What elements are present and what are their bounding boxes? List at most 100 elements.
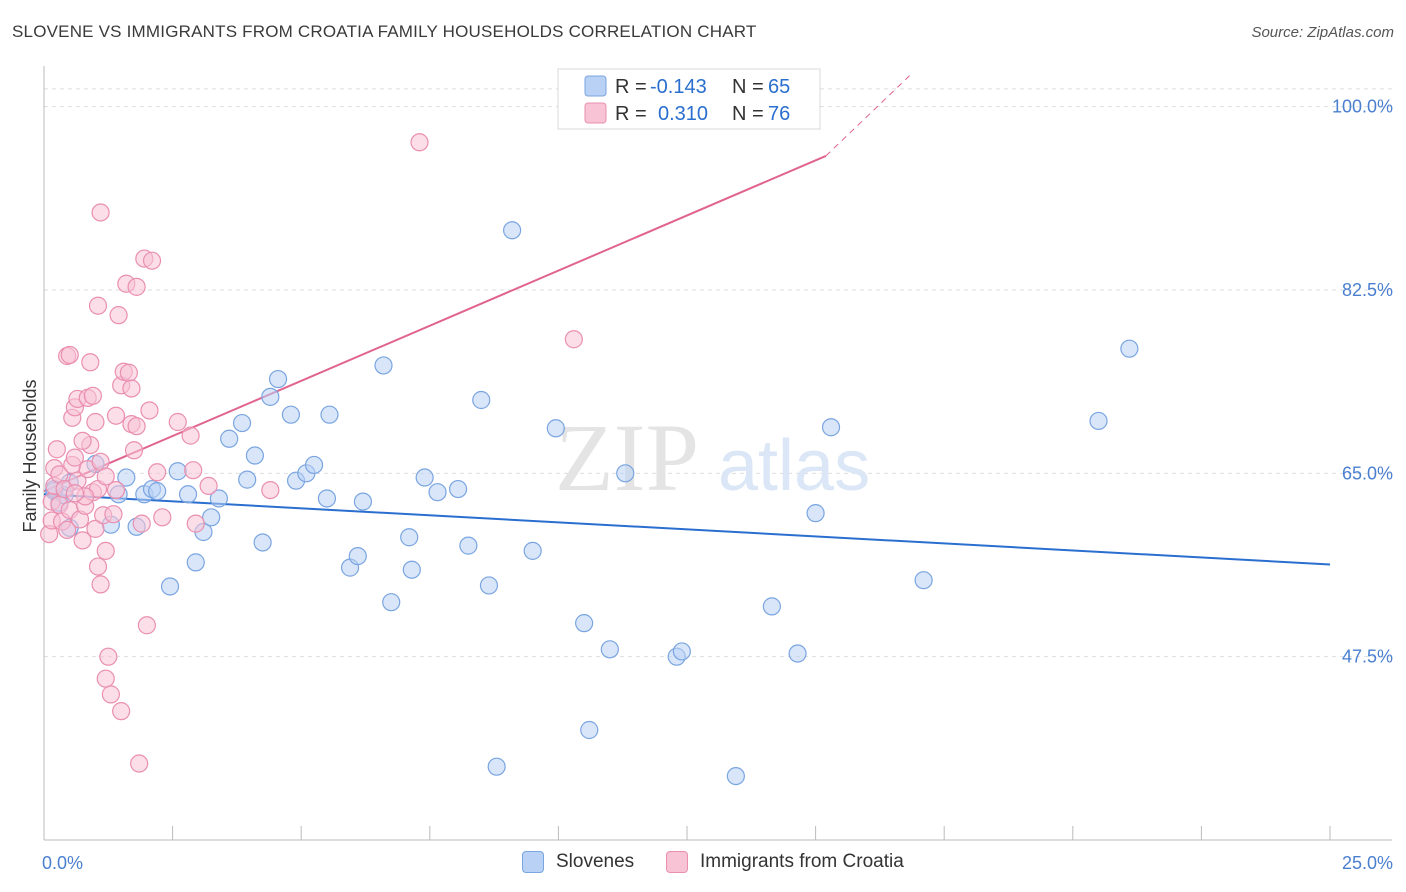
point-croatia <box>153 508 172 527</box>
point-croatia <box>199 476 218 496</box>
point-slovenes <box>238 470 257 489</box>
watermark: ZIP atlas <box>555 404 870 511</box>
point-slovenes <box>914 571 933 590</box>
point-croatia <box>73 531 92 550</box>
legend-swatch-slovenes <box>584 75 607 97</box>
point-croatia <box>184 461 203 480</box>
point-croatia <box>127 417 146 436</box>
legend-n-label-2: N = <box>732 103 764 125</box>
point-slovenes <box>400 528 419 547</box>
trend-lines <box>43 71 1331 566</box>
point-slovenes <box>546 419 565 438</box>
point-croatia <box>130 754 149 773</box>
point-croatia <box>47 440 66 459</box>
point-croatia <box>106 406 126 425</box>
y-tick-label: 100.0% <box>1332 97 1393 117</box>
slovenes-swatch <box>522 851 544 873</box>
point-croatia <box>99 647 118 666</box>
stats-legend: R = -0.143 N = 65 R = 0.310 N = 76 <box>557 68 821 130</box>
point-slovenes <box>304 455 324 475</box>
legend-r-value-1: -0.143 <box>650 76 707 98</box>
legend-label-croatia: Immigrants from Croatia <box>700 851 904 872</box>
point-croatia <box>91 203 110 222</box>
point-croatia <box>564 330 583 349</box>
point-croatia <box>261 480 280 500</box>
point-croatia <box>73 431 92 450</box>
point-slovenes <box>202 508 221 527</box>
point-slovenes <box>600 640 619 659</box>
point-slovenes <box>168 462 187 481</box>
series-legend: Slovenes Immigrants from Croatia <box>0 851 1406 879</box>
y-axis-label: Family Households <box>20 379 40 532</box>
point-slovenes <box>806 504 825 523</box>
point-croatia <box>88 296 108 315</box>
point-slovenes <box>821 418 841 437</box>
point-croatia <box>58 520 77 540</box>
point-croatia <box>86 412 105 432</box>
point-slovenes <box>580 720 599 740</box>
point-slovenes <box>459 536 478 555</box>
point-slovenes <box>1089 411 1108 431</box>
point-slovenes <box>317 489 337 508</box>
point-slovenes <box>503 221 522 240</box>
legend-r-label-1: R = <box>615 76 647 98</box>
point-croatia <box>91 575 110 594</box>
point-slovenes <box>479 576 499 595</box>
point-slovenes <box>117 468 136 487</box>
y-tick-label: 47.5% <box>1342 647 1393 667</box>
point-croatia <box>60 345 79 365</box>
point-croatia <box>65 484 84 503</box>
point-croatia <box>148 463 167 482</box>
point-slovenes <box>672 642 691 661</box>
point-croatia <box>88 557 108 576</box>
point-slovenes <box>415 468 434 487</box>
legend-item-slovenes[interactable]: Slovenes <box>522 851 634 873</box>
point-slovenes <box>382 593 401 612</box>
point-slovenes <box>472 390 491 410</box>
point-croatia <box>122 379 141 398</box>
point-slovenes <box>762 597 781 616</box>
point-slovenes <box>788 644 807 663</box>
point-croatia <box>132 514 151 533</box>
point-slovenes <box>209 489 228 508</box>
point-croatia <box>106 480 126 500</box>
point-croatia <box>101 685 120 704</box>
point-croatia <box>83 386 102 405</box>
watermark-zip: ZIP <box>555 404 699 511</box>
point-slovenes <box>374 356 393 375</box>
point-slovenes <box>353 492 373 511</box>
source-label: Source: ZipAtlas.com <box>1251 24 1394 41</box>
legend-label-slovenes: Slovenes <box>556 851 635 872</box>
point-croatia <box>109 306 128 325</box>
point-slovenes <box>253 533 272 552</box>
point-croatia <box>96 467 115 486</box>
chart-title: SLOVENE VS IMMIGRANTS FROM CROATIA FAMIL… <box>12 22 757 41</box>
point-slovenes <box>402 560 421 579</box>
trend-line-croatia <box>43 154 827 493</box>
watermark-atlas: atlas <box>718 426 870 506</box>
point-slovenes <box>487 757 506 776</box>
y-tick-label: 65.0% <box>1342 463 1393 483</box>
point-croatia <box>96 669 115 688</box>
point-croatia <box>96 541 115 560</box>
x-tick-label: 0.0% <box>42 853 83 873</box>
grid-layer <box>44 88 1392 658</box>
point-croatia <box>81 353 100 372</box>
legend-item-croatia[interactable]: Immigrants from Croatia <box>666 851 904 873</box>
point-slovenes <box>428 483 447 502</box>
legend-n-label-1: N = <box>732 76 764 98</box>
point-croatia <box>127 277 146 296</box>
point-slovenes <box>281 405 301 424</box>
point-slovenes <box>448 479 468 499</box>
point-slovenes <box>148 482 167 501</box>
legend-r-label-2: R = <box>615 103 647 125</box>
point-slovenes <box>575 614 594 633</box>
point-slovenes <box>523 541 542 560</box>
point-croatia <box>104 505 123 524</box>
axis-layer: 47.5% 65.0% 82.5% 100.0% 0.0% 25.0% <box>42 66 1393 873</box>
point-croatia <box>112 702 131 721</box>
point-slovenes <box>160 577 180 596</box>
point-croatia <box>142 251 162 270</box>
point-slovenes <box>1120 339 1139 358</box>
